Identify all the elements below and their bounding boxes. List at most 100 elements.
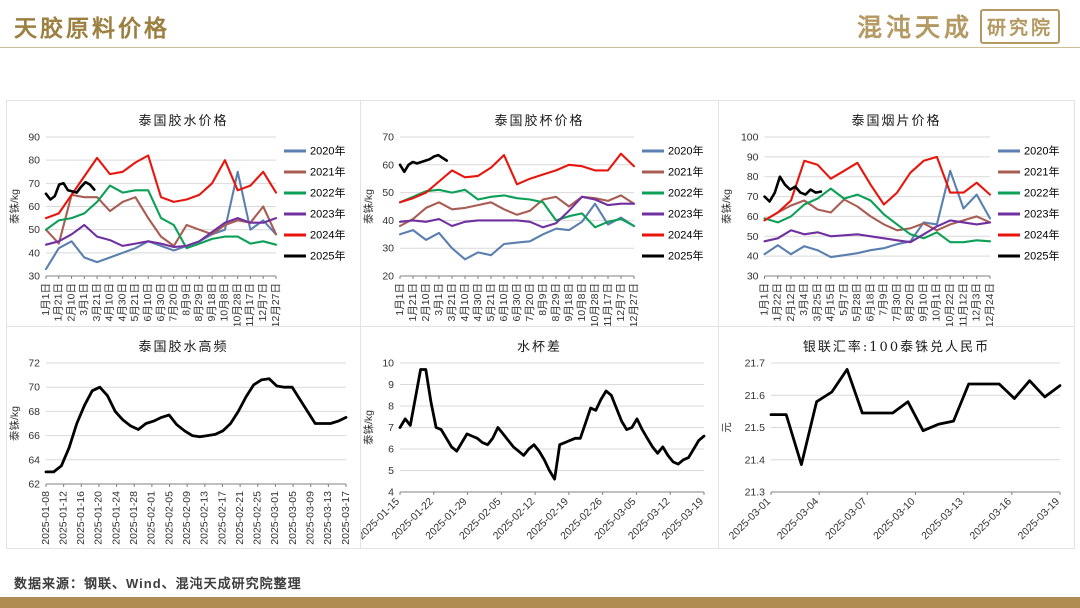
svg-text:50: 50 bbox=[382, 187, 394, 199]
svg-text:10月1日: 10月1日 bbox=[931, 283, 943, 322]
svg-text:5月21日: 5月21日 bbox=[485, 283, 497, 322]
svg-text:21.5: 21.5 bbox=[745, 422, 766, 434]
svg-text:1月1日: 1月1日 bbox=[394, 283, 406, 316]
svg-text:12月24日: 12月24日 bbox=[984, 283, 996, 326]
svg-text:10: 10 bbox=[382, 358, 394, 370]
svg-text:10月22日: 10月22日 bbox=[944, 283, 956, 326]
svg-text:9月18日: 9月18日 bbox=[563, 283, 575, 322]
svg-text:8月20日: 8月20日 bbox=[904, 283, 916, 322]
svg-text:2025-03-19: 2025-03-19 bbox=[1016, 496, 1063, 543]
svg-text:2025-03-07: 2025-03-07 bbox=[823, 496, 870, 543]
svg-text:66: 66 bbox=[28, 430, 40, 442]
svg-text:10月8日: 10月8日 bbox=[576, 283, 588, 322]
svg-text:2月10日: 2月10日 bbox=[420, 283, 432, 322]
svg-text:2021年: 2021年 bbox=[310, 165, 345, 179]
svg-text:30: 30 bbox=[747, 271, 759, 283]
svg-text:2月12日: 2月12日 bbox=[785, 283, 797, 322]
svg-text:2025-03-17: 2025-03-17 bbox=[340, 491, 352, 545]
svg-text:2025-01-28: 2025-01-28 bbox=[128, 491, 140, 545]
svg-text:5月21日: 5月21日 bbox=[129, 283, 141, 322]
svg-text:8月9日: 8月9日 bbox=[537, 283, 549, 316]
svg-text:泰铢/kg: 泰铢/kg bbox=[362, 410, 375, 445]
svg-text:2025-02-01: 2025-02-01 bbox=[146, 491, 158, 545]
svg-text:6: 6 bbox=[388, 444, 394, 456]
svg-text:3月1日: 3月1日 bbox=[433, 283, 445, 316]
svg-text:2025-03-10: 2025-03-10 bbox=[871, 496, 918, 543]
charts-grid: 泰国胶水价格 30 40 50 60 70 80 90 1月1日 1月21日 2月10日 3月1日 3… bbox=[6, 100, 1075, 549]
svg-text:10月28日: 10月28日 bbox=[589, 283, 601, 326]
panel-thai-smoked-sheet-price: 泰国烟片价格 30 40 50 60 70 80 90 100 1月1日 1月22日 2月12日 3月… bbox=[718, 100, 1074, 326]
chart-title-thai-cup-lump-price: 泰国胶杯价格 bbox=[494, 114, 585, 129]
svg-text:1月1日: 1月1日 bbox=[40, 283, 52, 316]
header: 天胶原料价格 混沌天成 研究院 bbox=[0, 0, 1080, 48]
svg-text:2025-02-25: 2025-02-25 bbox=[252, 491, 264, 545]
svg-text:40: 40 bbox=[382, 215, 394, 227]
brand-logo-badge: 研究院 bbox=[979, 8, 1060, 44]
svg-text:2021年: 2021年 bbox=[1024, 165, 1059, 179]
data-source-text: 数据来源：钢联、Wind、混沌天成研究院整理 bbox=[14, 576, 302, 591]
svg-text:21.6: 21.6 bbox=[745, 390, 766, 402]
svg-text:3月21日: 3月21日 bbox=[91, 283, 103, 322]
svg-text:泰铢/kg: 泰铢/kg bbox=[720, 189, 733, 224]
chart-title-thai-latex-high-frequency: 泰国胶水高频 bbox=[138, 340, 229, 355]
svg-text:4月30日: 4月30日 bbox=[472, 283, 484, 322]
svg-text:4月10日: 4月10日 bbox=[459, 283, 471, 322]
svg-text:10月8日: 10月8日 bbox=[219, 283, 231, 322]
svg-text:4月10日: 4月10日 bbox=[104, 283, 116, 322]
svg-text:70: 70 bbox=[747, 191, 759, 203]
svg-text:2月10日: 2月10日 bbox=[65, 283, 77, 322]
chart-canvas-thai-latex-price: 30 40 50 60 70 80 90 1月1日 1月21日 2月10日 3月1日 3月21日 4月1… bbox=[7, 127, 360, 327]
svg-text:泰铢/kg: 泰铢/kg bbox=[8, 189, 21, 224]
svg-text:2022年: 2022年 bbox=[1024, 186, 1059, 200]
chart-canvas-thai-latex-high-frequency: 62 64 66 68 70 72 2025-01-08 2025-01-12 2025-01-… bbox=[7, 353, 360, 548]
svg-text:60: 60 bbox=[747, 211, 759, 223]
svg-text:2023年: 2023年 bbox=[1024, 207, 1059, 221]
chart-title-unionpay-exchange-rate: 银联汇率:100泰铢兑人民币 bbox=[802, 340, 991, 355]
panel-thai-latex-high-frequency: 泰国胶水高频 62 64 66 68 70 72 2025-01-08 2025-01-12 2… bbox=[6, 326, 360, 548]
svg-text:2024年: 2024年 bbox=[668, 228, 703, 242]
svg-text:2022年: 2022年 bbox=[310, 186, 345, 200]
svg-text:1月1日: 1月1日 bbox=[758, 283, 770, 316]
svg-text:64: 64 bbox=[28, 454, 40, 466]
svg-text:20: 20 bbox=[382, 271, 394, 283]
svg-text:11月17日: 11月17日 bbox=[602, 283, 614, 326]
svg-text:62: 62 bbox=[28, 479, 40, 491]
svg-text:72: 72 bbox=[28, 358, 40, 370]
svg-text:100: 100 bbox=[741, 132, 759, 144]
svg-text:9月10日: 9月10日 bbox=[917, 283, 929, 322]
svg-text:6月10日: 6月10日 bbox=[498, 283, 510, 322]
svg-text:50: 50 bbox=[28, 224, 40, 236]
svg-text:3月21日: 3月21日 bbox=[446, 283, 458, 322]
svg-text:80: 80 bbox=[747, 171, 759, 183]
svg-text:2025年: 2025年 bbox=[668, 249, 703, 263]
svg-text:2025-02-13: 2025-02-13 bbox=[199, 491, 211, 545]
svg-text:1月21日: 1月21日 bbox=[407, 283, 419, 322]
svg-text:5: 5 bbox=[388, 465, 394, 477]
svg-text:6月30日: 6月30日 bbox=[511, 283, 523, 322]
svg-text:12月3日: 12月3日 bbox=[971, 283, 983, 322]
svg-text:5月7日: 5月7日 bbox=[838, 283, 850, 316]
svg-text:2025-01-08: 2025-01-08 bbox=[40, 491, 52, 545]
panel-latex-cup-spread: 水杯差 4 5 6 7 8 9 10 2025-01-15 2025-01-22 2025-01-… bbox=[360, 326, 718, 548]
svg-text:30: 30 bbox=[28, 271, 40, 283]
chart-canvas-thai-smoked-sheet-price: 30 40 50 60 70 80 90 100 1月1日 1月22日 2月12日 3月4日 3月25日… bbox=[719, 127, 1074, 327]
svg-text:68: 68 bbox=[28, 406, 40, 418]
svg-text:12月27日: 12月27日 bbox=[628, 283, 640, 326]
svg-text:2020年: 2020年 bbox=[310, 144, 345, 158]
svg-text:2025-01-24: 2025-01-24 bbox=[110, 491, 122, 545]
svg-text:3月4日: 3月4日 bbox=[798, 283, 810, 316]
svg-text:2022年: 2022年 bbox=[668, 186, 703, 200]
svg-text:7: 7 bbox=[388, 422, 394, 434]
svg-text:9: 9 bbox=[388, 379, 394, 391]
svg-text:11月17日: 11月17日 bbox=[244, 283, 256, 326]
svg-text:8月29日: 8月29日 bbox=[193, 283, 205, 322]
svg-text:8月29日: 8月29日 bbox=[550, 283, 562, 322]
svg-text:70: 70 bbox=[382, 132, 394, 144]
panel-thai-cup-lump-price: 泰国胶杯价格 20 30 40 50 60 70 1月1日 1月21日 2月10日 3月1日 3月2… bbox=[360, 100, 718, 326]
svg-text:6月10日: 6月10日 bbox=[142, 283, 154, 322]
brand-logo-text: 混沌天成 bbox=[856, 13, 973, 42]
svg-text:21.7: 21.7 bbox=[745, 358, 766, 370]
svg-text:3月25日: 3月25日 bbox=[811, 283, 823, 322]
svg-text:9月18日: 9月18日 bbox=[206, 283, 218, 322]
svg-text:2020年: 2020年 bbox=[1024, 144, 1059, 158]
